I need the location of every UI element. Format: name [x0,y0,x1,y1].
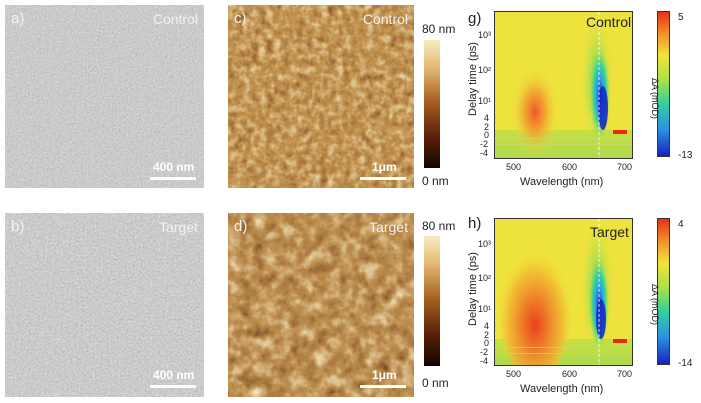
x-tick-label: 700 [617,369,633,379]
y-tick-label: 0 [484,338,490,348]
x-tick-label: 600 [562,369,578,379]
x-tick-label: 600 [562,162,578,172]
afm-colorbar-min-label: 0 nm [422,376,449,390]
panel-label-d: d) [234,218,248,235]
x-tick-label: 500 [506,369,522,379]
y-tick-label: 4 [484,113,490,123]
y-tick-label: 10³ [478,30,492,40]
ta-colorbar-min-label: -14 [678,358,693,369]
panel-label-b: b) [11,218,25,235]
sem-texture-target [5,213,204,397]
scale-bar [360,177,406,180]
ta-heatmap-svg [495,219,632,365]
ta-colorbar-title: ΔA (mOD) [650,284,660,326]
sample-tag-control: Control [586,14,632,30]
scale-bar-label: 1μm [372,160,397,174]
afm-colorbar-max-label: 80 nm [422,219,456,233]
y-tick-label: -4 [480,148,489,158]
y-tick-label: 2 [484,122,490,132]
y-tick-label: -4 [480,356,489,366]
sample-tag-control: Control [362,11,408,27]
panel-label-c: c) [234,10,247,27]
afm-colorbar [424,236,440,366]
afm-texture-target [228,213,414,397]
x-axis-title: Wavelength (nm) [520,176,604,188]
ta-heatmap-svg [495,12,632,158]
ta-colorbar-max-label: 4 [678,219,684,230]
ta-colorbar [657,218,670,365]
panel-label-g: g) [468,10,482,27]
afm-texture-control [228,5,414,188]
ta-colorbar-min-label: -13 [678,150,693,161]
sample-tag-control: Control [152,11,198,27]
sample-tag-target: Target [369,219,408,235]
sample-tag-target: Target [159,219,198,235]
sem-image-control: a) Control 400 nm [5,5,204,188]
sem-texture-control [5,5,204,188]
scale-bar-label: 1μm [372,368,397,382]
y-axis-title: Delay time (ps) [467,252,479,326]
scale-bar [150,385,196,388]
panel-label-h: h) [468,215,482,232]
x-tick-label: 700 [617,162,633,172]
y-tick-label: 4 [484,321,490,331]
afm-image-control: c) Control 1μm [228,5,414,188]
sem-image-target: b) Target 400 nm [5,213,204,397]
scale-bar [360,385,406,388]
ta-colorbar-title: ΔA (mOD) [650,78,660,120]
y-tick-label: 0 [484,130,490,140]
scale-bar-label: 400 nm [153,368,195,382]
ta-heatmap-control [494,11,633,159]
sample-tag-target: Target [590,224,629,240]
afm-image-target: d) Target 1μm [228,213,414,397]
ta-colorbar [657,11,670,157]
panel-label-a: a) [11,10,25,27]
y-tick-label: 2 [484,330,490,340]
x-tick-label: 500 [506,162,522,172]
ta-heatmap-target [494,218,633,366]
scale-bar-label: 400 nm [153,160,195,174]
y-tick-label: 10¹ [478,304,492,314]
y-tick-label: 10³ [478,239,492,249]
y-axis-title: Delay time (ps) [467,42,479,116]
y-tick-label: -2 [480,347,489,357]
afm-colorbar [424,40,440,168]
y-tick-label: -2 [480,139,489,149]
y-tick-label: 10² [478,65,492,75]
y-tick-label: 10² [478,273,492,283]
y-tick-label: 10¹ [478,96,492,106]
x-axis-title: Wavelength (nm) [520,383,604,395]
afm-colorbar-max-label: 80 nm [422,22,456,36]
afm-colorbar-min-label: 0 nm [422,174,449,188]
ta-colorbar-max-label: 5 [678,12,684,23]
scale-bar [150,177,196,180]
